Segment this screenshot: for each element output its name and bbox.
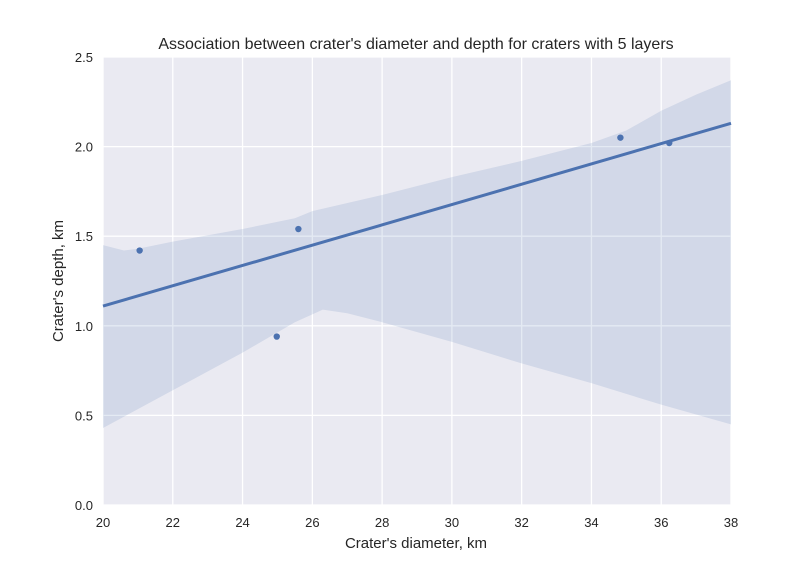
plot-background xyxy=(103,57,731,505)
x-tick-labels: 20 22 24 26 28 30 32 34 36 38 xyxy=(96,515,738,530)
data-point xyxy=(136,247,143,254)
data-point xyxy=(295,225,302,233)
x-tick-label: 20 xyxy=(96,515,110,530)
y-tick-label: 0.0 xyxy=(75,498,93,513)
y-tick-labels: 0.0 0.5 1.0 1.5 2.0 2.5 xyxy=(75,50,93,513)
x-tick-label: 22 xyxy=(166,515,180,530)
x-tick-label: 30 xyxy=(445,515,459,530)
data-point xyxy=(273,333,280,340)
x-tick-label: 36 xyxy=(654,515,668,530)
data-point xyxy=(617,134,624,141)
x-tick-label: 32 xyxy=(514,515,528,530)
confidence-band xyxy=(103,80,731,428)
y-tick-label: 0.5 xyxy=(75,408,93,423)
y-tick-label: 2.0 xyxy=(75,140,93,155)
data-points xyxy=(136,134,673,340)
x-tick-label: 24 xyxy=(235,515,249,530)
chart-title: Association between crater's diameter an… xyxy=(158,36,673,53)
y-tick-label: 1.0 xyxy=(75,319,93,334)
regression-line xyxy=(102,121,732,308)
x-tick-label: 34 xyxy=(584,515,598,530)
x-axis-title: Crater's diameter, km xyxy=(345,535,487,552)
grid xyxy=(102,56,732,506)
x-tick-label: 38 xyxy=(724,515,738,530)
y-tick-label: 2.5 xyxy=(75,50,93,65)
x-tick-label: 28 xyxy=(375,515,389,530)
y-tick-label: 1.5 xyxy=(75,229,93,244)
x-tick-label: 26 xyxy=(305,515,319,530)
data-point xyxy=(666,139,673,147)
y-axis-title: Crater's depth, km xyxy=(50,220,67,342)
